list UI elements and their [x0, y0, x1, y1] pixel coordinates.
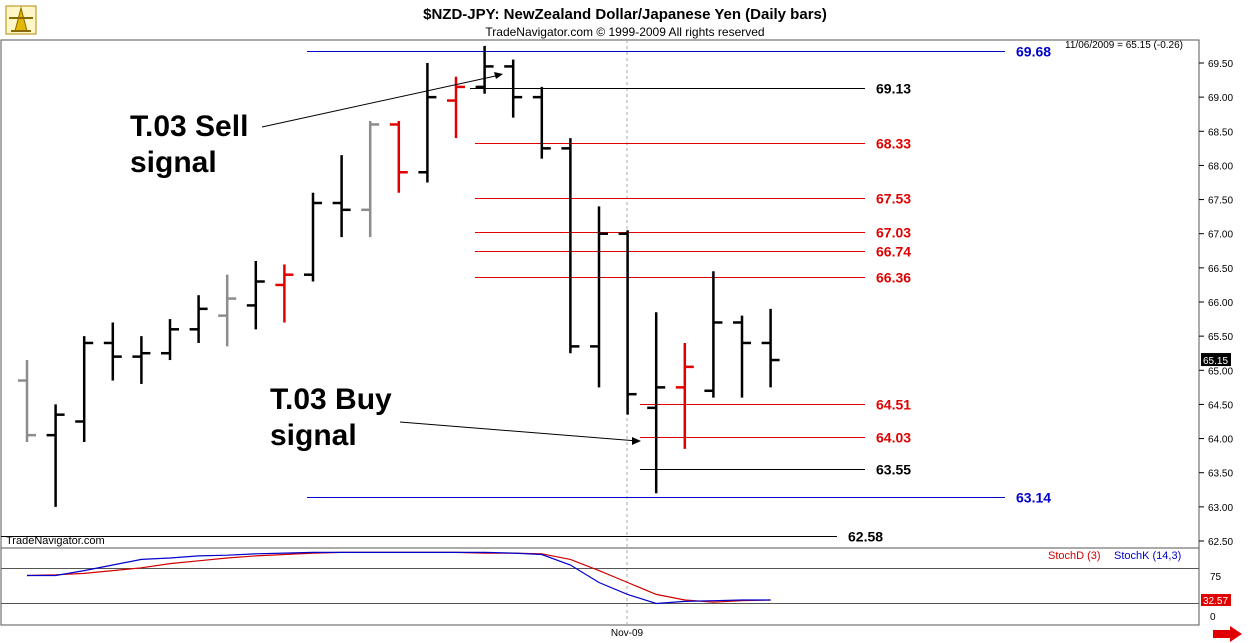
ohlc-bar — [189, 295, 208, 343]
level-label-66-36: 66.36 — [876, 270, 911, 286]
ohlc-bar — [761, 308, 780, 388]
y-tick-label: 64.50 — [1208, 400, 1233, 411]
stoch-last-value-box — [1201, 594, 1231, 606]
x-month-label: Nov-09 — [611, 628, 644, 639]
sell-signal-arrowhead — [494, 72, 503, 79]
y-tick-label: 66.00 — [1208, 298, 1233, 309]
level-label-69-13: 69.13 — [876, 81, 911, 97]
ohlc-bar — [504, 59, 523, 118]
copyright-text: TradeNavigator.com © 1999-2009 All right… — [485, 25, 764, 39]
ohlc-bar — [561, 138, 580, 354]
y-tick-label: 62.50 — [1208, 537, 1233, 548]
last-price-box — [1201, 353, 1231, 367]
y-tick-label: 65.50 — [1208, 332, 1233, 343]
ohlc-bar — [675, 342, 694, 449]
y-tick-label: 67.00 — [1208, 230, 1233, 241]
ohlc-bar — [418, 63, 437, 183]
buy-signal-label-line1: T.03 Buy — [270, 383, 392, 416]
level-label-64-51: 64.51 — [876, 397, 911, 413]
ohlc-bar — [275, 264, 294, 323]
y-tick-label: 68.50 — [1208, 127, 1233, 138]
ohlc-bar — [361, 121, 380, 238]
ohlc-bar — [733, 315, 751, 398]
sell-signal-label-line2: signal — [130, 146, 217, 179]
level-label-68-33: 68.33 — [876, 136, 911, 152]
y-tick-label: 63.50 — [1208, 469, 1233, 480]
ohlc-bar — [475, 45, 494, 94]
stochk-line — [27, 551, 771, 605]
ohlc-bar — [304, 192, 322, 282]
ohlc-bar — [704, 271, 723, 398]
last-price-readout: 11/06/2009 = 65.15 (-0.26) — [1065, 40, 1183, 51]
y-tick-label: 64.00 — [1208, 435, 1233, 446]
ohlc-bar — [618, 230, 637, 415]
buy-signal-arrow-line — [399, 421, 638, 442]
ohlc-bar — [161, 319, 179, 361]
sell-signal-label-line1: T.03 Sell — [130, 110, 248, 143]
trade-navigator-logo-icon[interactable] — [5, 5, 37, 35]
stoch-last-value: 32.57 — [1203, 596, 1228, 607]
last-price-label: 65.15 — [1203, 356, 1228, 367]
y-tick-label: 69.50 — [1208, 59, 1233, 70]
ohlc-bar — [46, 404, 65, 507]
level-label-64-03: 64.03 — [876, 430, 911, 446]
level-label-63-55: 63.55 — [876, 462, 911, 478]
level-label-63-14: 63.14 — [1016, 490, 1051, 506]
ohlc-bar — [647, 312, 666, 494]
watermark-text: TradeNavigator.com — [6, 535, 105, 547]
scroll-right-arrow-icon[interactable] — [1213, 626, 1242, 642]
ohlc-bar — [218, 274, 237, 347]
ohlc-bar — [103, 322, 122, 381]
stochk-legend: StochK (14,3) — [1114, 550, 1181, 562]
sell-signal-arrow-line — [261, 74, 501, 128]
ohlc-bar — [590, 206, 608, 388]
ohlc-bar — [332, 155, 351, 238]
ohlc-bar — [389, 121, 408, 193]
y-tick-label: 67.50 — [1208, 196, 1233, 207]
stochd-legend: StochD (3) — [1048, 550, 1101, 562]
level-label-62-58: 62.58 — [848, 529, 883, 545]
y-tick-label: 68.00 — [1208, 161, 1233, 172]
buy-signal-arrowhead — [632, 437, 641, 445]
ohlc-bar — [132, 336, 151, 384]
ohlc-bar — [532, 86, 551, 159]
chart-title: $NZD-JPY: NewZealand Dollar/Japanese Yen… — [423, 6, 827, 23]
level-label-69-68: 69.68 — [1016, 44, 1051, 60]
stochastic-panel-frame — [0, 547, 1200, 626]
level-label-67-53: 67.53 — [876, 191, 911, 207]
ohlc-bar — [75, 336, 94, 442]
y-tick-label: 69.00 — [1208, 93, 1233, 104]
y-tick-label: 63.00 — [1208, 503, 1233, 514]
y-tick-label: 65.00 — [1208, 366, 1233, 377]
ohlc-bar — [18, 360, 36, 442]
stoch-tick-0: 0 — [1210, 612, 1216, 623]
ohlc-bar — [246, 261, 265, 330]
y-tick-label: 66.50 — [1208, 264, 1233, 275]
stoch-tick-75: 75 — [1210, 572, 1222, 583]
level-label-66-74: 66.74 — [876, 244, 911, 260]
buy-signal-label-line2: signal — [270, 419, 357, 452]
level-label-67-03: 67.03 — [876, 225, 911, 241]
ohlc-bar — [447, 76, 465, 139]
